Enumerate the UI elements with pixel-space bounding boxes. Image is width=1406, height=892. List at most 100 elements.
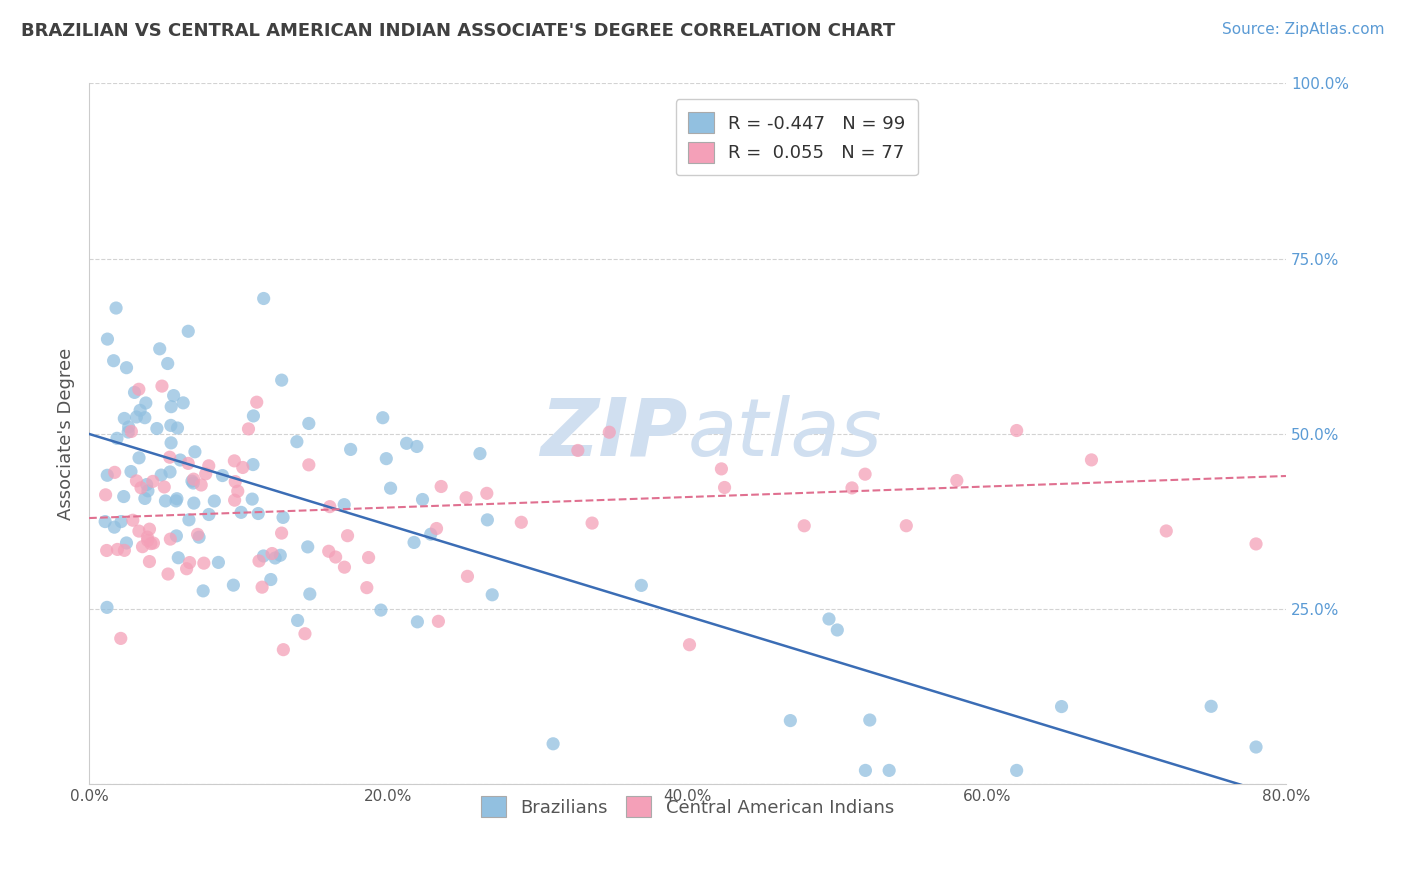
Point <box>260 573 283 587</box>
Point <box>103 353 125 368</box>
Point <box>242 458 264 472</box>
Point <box>153 480 176 494</box>
Point <box>318 544 340 558</box>
Point <box>110 515 132 529</box>
Point <box>456 491 478 505</box>
Point <box>412 492 434 507</box>
Point <box>406 615 429 629</box>
Point <box>138 522 160 536</box>
Point <box>103 520 125 534</box>
Point <box>94 515 117 529</box>
Point <box>107 542 129 557</box>
Text: Source: ZipAtlas.com: Source: ZipAtlas.com <box>1222 22 1385 37</box>
Point <box>336 529 359 543</box>
Point <box>1199 699 1222 714</box>
Point <box>252 549 274 563</box>
Point <box>678 638 700 652</box>
Point <box>262 547 284 561</box>
Point <box>150 468 173 483</box>
Point <box>247 554 270 568</box>
Point <box>172 396 194 410</box>
Point <box>427 615 450 629</box>
Point <box>481 588 503 602</box>
Point <box>779 714 801 728</box>
Point <box>198 508 221 522</box>
Point <box>273 642 295 657</box>
Point <box>270 373 292 387</box>
Point <box>1244 537 1267 551</box>
Point <box>166 421 188 435</box>
Point <box>134 410 156 425</box>
Point <box>380 481 402 495</box>
Point <box>188 530 211 544</box>
Point <box>713 481 735 495</box>
Point <box>139 536 162 550</box>
Point <box>181 475 204 490</box>
Point <box>177 513 200 527</box>
Point <box>238 422 260 436</box>
Point <box>598 425 620 440</box>
Point <box>156 357 179 371</box>
Point <box>287 614 309 628</box>
Point <box>1244 739 1267 754</box>
Point <box>96 600 118 615</box>
Point <box>375 451 398 466</box>
Point <box>183 496 205 510</box>
Point <box>224 493 246 508</box>
Point <box>232 460 254 475</box>
Point <box>339 442 361 457</box>
Point <box>193 556 215 570</box>
Point <box>567 443 589 458</box>
Point <box>124 385 146 400</box>
Point <box>135 477 157 491</box>
Point <box>142 475 165 489</box>
Point <box>104 466 127 480</box>
Point <box>131 540 153 554</box>
Point <box>226 484 249 499</box>
Point <box>128 382 150 396</box>
Point <box>246 395 269 409</box>
Point <box>125 409 148 424</box>
Point <box>402 535 425 549</box>
Point <box>827 623 849 637</box>
Point <box>1050 699 1073 714</box>
Point <box>159 418 181 433</box>
Point <box>157 567 180 582</box>
Point <box>877 764 900 778</box>
Point <box>1005 764 1028 778</box>
Text: BRAZILIAN VS CENTRAL AMERICAN INDIAN ASSOCIATE'S DEGREE CORRELATION CHART: BRAZILIAN VS CENTRAL AMERICAN INDIAN ASS… <box>21 22 896 40</box>
Point <box>187 527 209 541</box>
Point <box>325 549 347 564</box>
Point <box>136 530 159 544</box>
Point <box>96 543 118 558</box>
Legend: Brazilians, Central American Indians: Brazilians, Central American Indians <box>474 789 901 824</box>
Point <box>269 549 291 563</box>
Point <box>247 507 270 521</box>
Point <box>181 474 204 488</box>
Point <box>211 468 233 483</box>
Point <box>146 421 169 435</box>
Point <box>855 764 877 778</box>
Point <box>94 488 117 502</box>
Point <box>184 445 207 459</box>
Point <box>357 550 380 565</box>
Point <box>298 587 321 601</box>
Point <box>117 425 139 439</box>
Y-axis label: Associate's Degree: Associate's Degree <box>58 348 75 520</box>
Text: ZIP: ZIP <box>540 395 688 473</box>
Point <box>229 505 252 519</box>
Point <box>112 543 135 558</box>
Point <box>159 532 181 546</box>
Point <box>841 481 863 495</box>
Point <box>1005 424 1028 438</box>
Point <box>128 450 150 465</box>
Point <box>395 436 418 450</box>
Point <box>356 581 378 595</box>
Point <box>477 513 499 527</box>
Point <box>138 555 160 569</box>
Point <box>853 467 876 482</box>
Point <box>271 510 294 524</box>
Point <box>160 400 183 414</box>
Point <box>125 474 148 488</box>
Point <box>896 518 918 533</box>
